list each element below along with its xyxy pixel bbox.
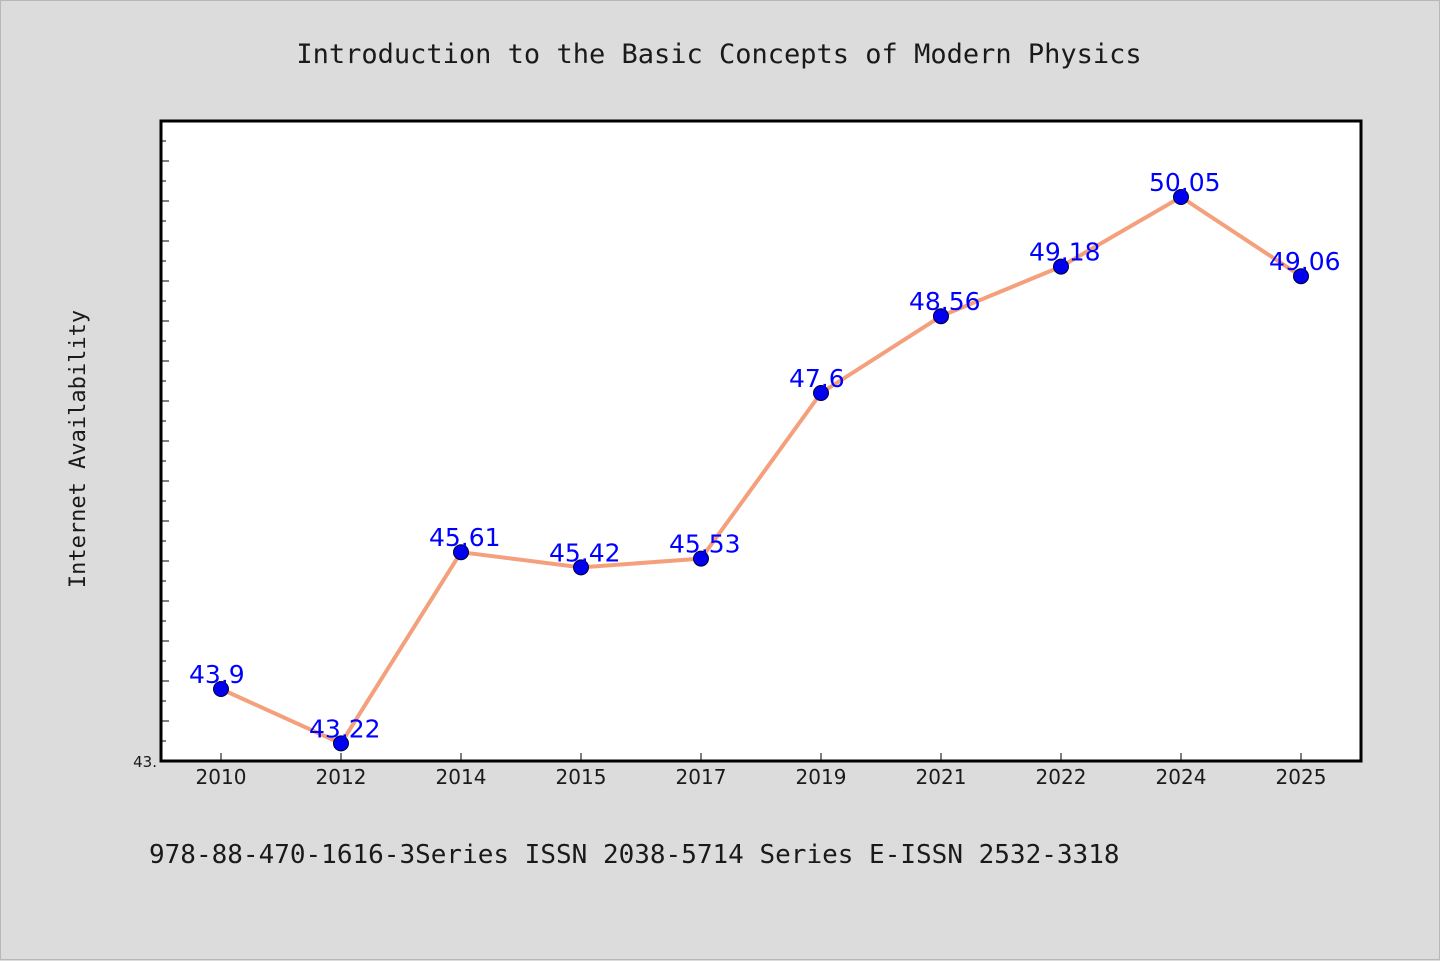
- y-axis-label: Internet Availability: [66, 310, 91, 588]
- data-point: [333, 735, 349, 752]
- x-axis-ticks: 2010 2012 2014 2015 2017 2019 2021 2022 2024 2025: [196, 753, 1327, 789]
- data-label: 45.53: [669, 530, 741, 559]
- data-label: 48.56: [909, 287, 981, 316]
- chart-title: Introduction to the Basic Concepts of Mo…: [296, 39, 1141, 70]
- data-point: [213, 681, 229, 697]
- x-tick-label: 2019: [796, 765, 847, 789]
- data-point: [1293, 268, 1309, 285]
- data-label: 49.18: [1029, 238, 1101, 267]
- data-label: 49.06: [1269, 247, 1341, 276]
- data-label: 45.42: [549, 538, 621, 567]
- series-line: [220, 195, 1303, 746]
- data-label: 45.61: [429, 523, 501, 552]
- data-label: 43.22: [309, 714, 381, 743]
- x-tick-label: 2012: [316, 765, 367, 789]
- data-point: [813, 385, 829, 401]
- y-min-tick-label: 43.: [133, 753, 157, 771]
- data-point: [573, 559, 589, 576]
- x-tick-label: 2024: [1156, 765, 1207, 789]
- data-label: 43.9: [189, 660, 245, 689]
- x-tick-label: 2014: [436, 765, 487, 789]
- data-point: [693, 550, 709, 567]
- plot-border: [159, 119, 1363, 763]
- data-label: 47.6: [789, 364, 845, 393]
- data-point: [1173, 189, 1189, 205]
- data-point: [1053, 258, 1069, 275]
- x-tick-label: 2015: [556, 765, 607, 789]
- data-markers: [213, 189, 1309, 752]
- plot-area: [161, 121, 1361, 761]
- footer-isbn-text: 978-88-470-1616-3Series ISSN 2038-5714 S…: [149, 840, 1120, 870]
- data-label: 50.05: [1149, 168, 1221, 197]
- data-point: [453, 544, 469, 561]
- data-labels: 43.9 43.22 45.61 45.42 45.53 47.6 48.56 49.18 50…: [189, 168, 1341, 743]
- data-point: [933, 308, 949, 325]
- x-tick-label: 2017: [676, 765, 727, 789]
- x-tick-label: 2025: [1276, 765, 1327, 789]
- x-tick-label: 2021: [916, 765, 967, 789]
- x-tick-label: 2010: [196, 765, 247, 789]
- x-tick-label: 2022: [1036, 765, 1087, 789]
